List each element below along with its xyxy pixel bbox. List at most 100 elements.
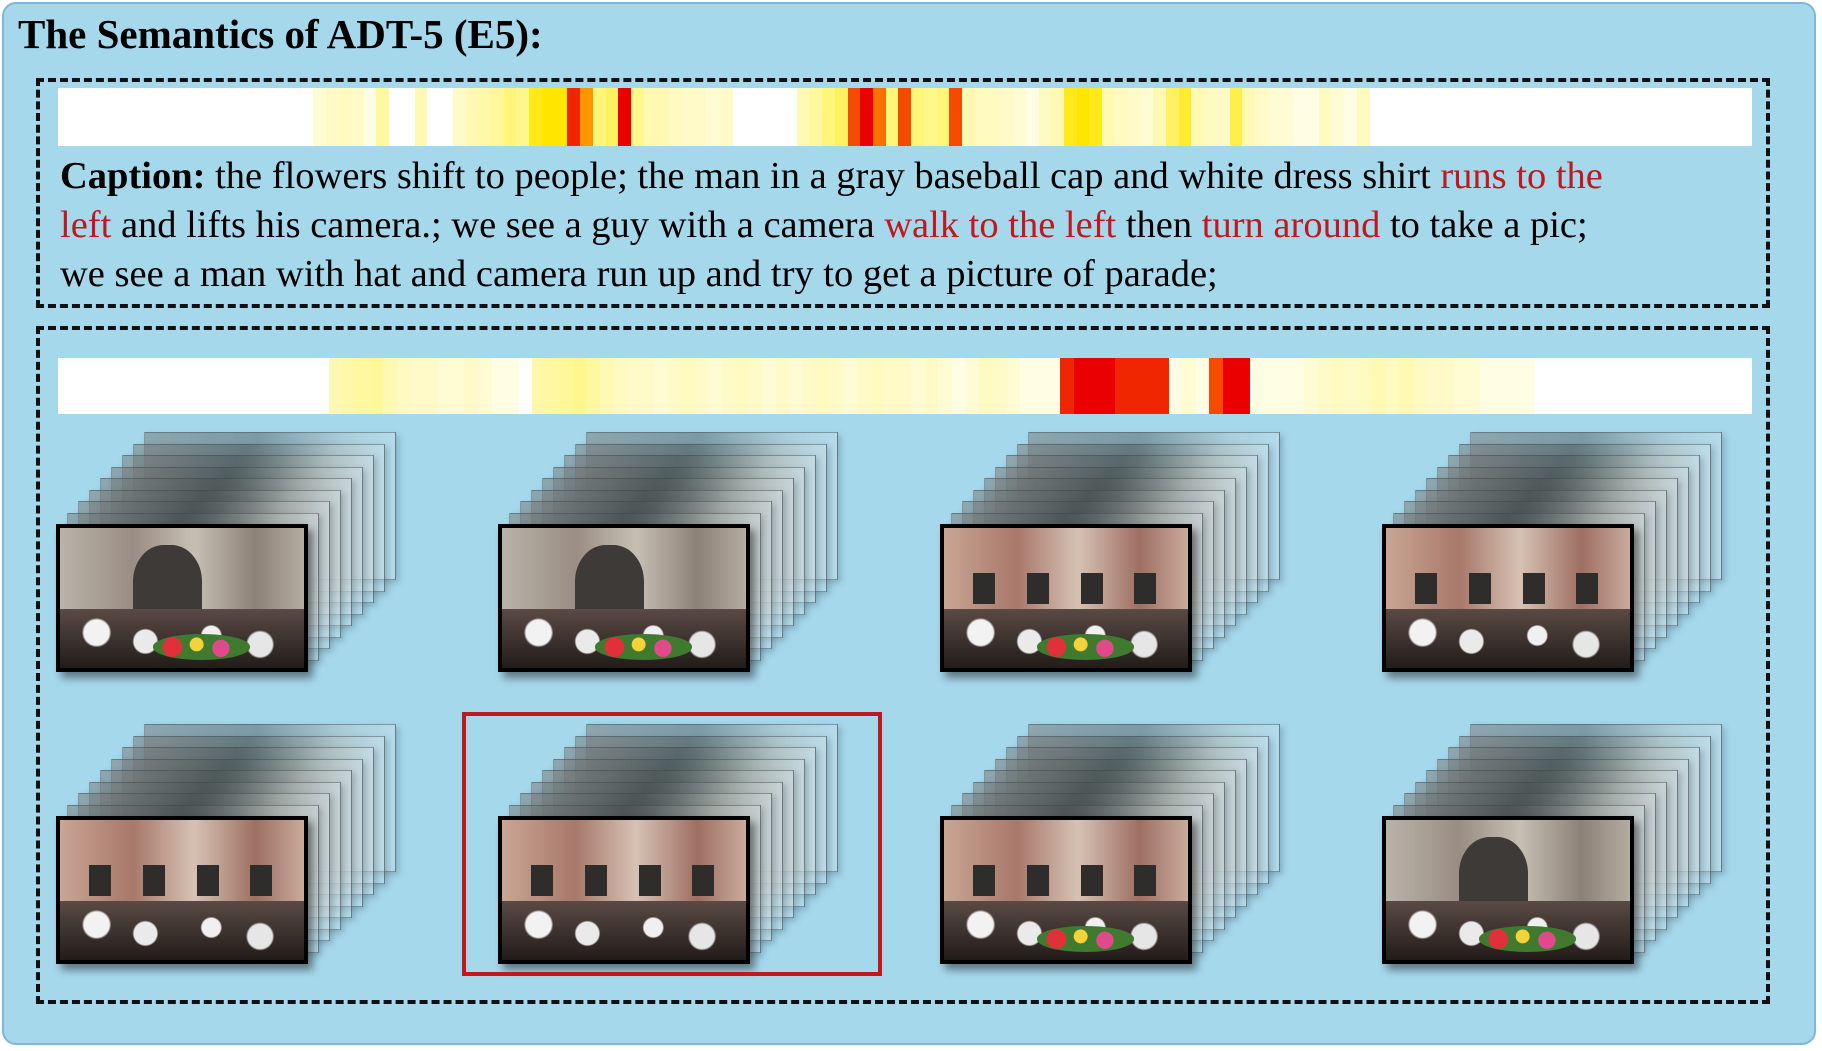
heatmap-cell (1191, 88, 1205, 146)
heatmap-cell (974, 88, 988, 146)
heatmap-cell (572, 358, 587, 414)
heatmap-cell (464, 358, 478, 414)
heatmap-cell (261, 88, 275, 146)
heatmap-cell (389, 88, 402, 146)
heatmap-cell (721, 358, 736, 414)
heatmap-cell (1255, 88, 1268, 146)
heatmap-cell (843, 358, 858, 414)
video-keyframe (56, 816, 308, 964)
keyframe-detail (196, 864, 219, 896)
heatmap-cell (559, 358, 573, 414)
heatmap-cell (427, 88, 441, 146)
heatmap-cell (1642, 358, 1657, 414)
heatmap-cell (669, 88, 682, 146)
heatmap-cell (1629, 358, 1643, 414)
heatmap-cell (1573, 88, 1587, 146)
heatmap-cell (1344, 358, 1359, 414)
heatmap-cell (96, 88, 109, 146)
keyframe-detail (1026, 864, 1049, 896)
selected-clip-highlight (462, 712, 882, 976)
heatmap-cell (1074, 358, 1088, 414)
keyframe-detail (1576, 572, 1599, 604)
video-clip-stack (934, 430, 1294, 680)
heatmap-cell (410, 358, 424, 414)
heatmap-cell (376, 88, 390, 146)
caption-segment: and lifts his camera.; we see a guy with… (111, 204, 885, 246)
heatmap-cell (234, 358, 248, 414)
heatmap-cell (748, 358, 763, 414)
heatmap-cell (1304, 358, 1318, 414)
heatmap-cell (450, 358, 465, 414)
heatmap-cell (198, 88, 211, 146)
heatmap-cell (979, 358, 993, 414)
heatmap-cell (125, 358, 140, 414)
heatmap-cell (732, 88, 746, 146)
heatmap-cell (477, 358, 492, 414)
heatmap-cell (210, 88, 224, 146)
video-keyframe (1382, 816, 1634, 964)
heatmap-cell (220, 358, 235, 414)
heatmap-cell (185, 88, 199, 146)
heatmap-cell (1369, 88, 1383, 146)
keyframe-detail (1134, 864, 1157, 896)
heatmap-cell (1615, 358, 1630, 414)
video-box (36, 326, 1770, 1004)
heatmap-cell (1588, 358, 1603, 414)
heatmap-cell (423, 358, 438, 414)
heatmap-cell (640, 358, 655, 414)
heatmap-cell (643, 88, 657, 146)
heatmap-cell (172, 88, 186, 146)
heatmap-cell (1141, 358, 1156, 414)
heatmap-cell (707, 88, 721, 146)
keyframe-detail (1468, 572, 1491, 604)
heatmap-cell (857, 358, 871, 414)
heatmap-cell (1738, 88, 1752, 146)
video-clip-stack (492, 430, 852, 680)
heatmap-cell (1507, 358, 1522, 414)
video-clip-stack (1376, 722, 1736, 972)
heatmap-cell (356, 358, 370, 414)
heatmap-cell (98, 358, 113, 414)
keyframe-detail (1036, 926, 1135, 952)
heatmap-cell (490, 88, 504, 146)
heatmap-cell (605, 88, 619, 146)
heatmap-cell (911, 358, 925, 414)
heatmap-cell (1267, 88, 1281, 146)
heatmap-cell (1586, 88, 1599, 146)
heatmap-cell (1453, 358, 1467, 414)
heatmap-cell (1358, 358, 1373, 414)
heatmap-cell (315, 358, 329, 414)
keyframe-detail (1134, 572, 1157, 604)
caption-line-2: left and lifts his camera.; we see a guy… (60, 201, 1760, 250)
heatmap-cell (1675, 88, 1688, 146)
keyframe-detail (1080, 864, 1103, 896)
heatmap-cell (1006, 358, 1020, 414)
heatmap-cell (1382, 88, 1396, 146)
heatmap-cell (885, 88, 899, 146)
heatmap-cell (159, 88, 173, 146)
heatmap-cell (1561, 358, 1576, 414)
video-keyframe (1382, 524, 1634, 672)
heatmap-cell (923, 88, 937, 146)
heatmap-cell (249, 88, 262, 146)
heatmap-cell (803, 358, 817, 414)
heatmap-cell (1372, 358, 1386, 414)
caption-highlight: walk to the left (884, 204, 1117, 246)
heatmap-cell (1317, 358, 1332, 414)
heatmap-cell (884, 358, 898, 414)
heatmap-cell (1089, 88, 1103, 146)
heatmap-cell (1535, 88, 1548, 146)
heatmap-cell (166, 358, 180, 414)
caption-segment: the flowers shift to people; the man in … (205, 155, 1441, 197)
heatmap-cell (134, 88, 148, 146)
heatmap-cell (1726, 88, 1739, 146)
heatmap-cell (1128, 358, 1142, 414)
heatmap-cell (626, 358, 641, 414)
heatmap-cell (363, 88, 377, 146)
heatmap-cell (1277, 358, 1291, 414)
heatmap-cell (452, 88, 466, 146)
caption-highlight: runs to the (1440, 155, 1603, 197)
heatmap-cell (112, 358, 126, 414)
heatmap-cell (694, 358, 709, 414)
heatmap-cell (1624, 88, 1638, 146)
